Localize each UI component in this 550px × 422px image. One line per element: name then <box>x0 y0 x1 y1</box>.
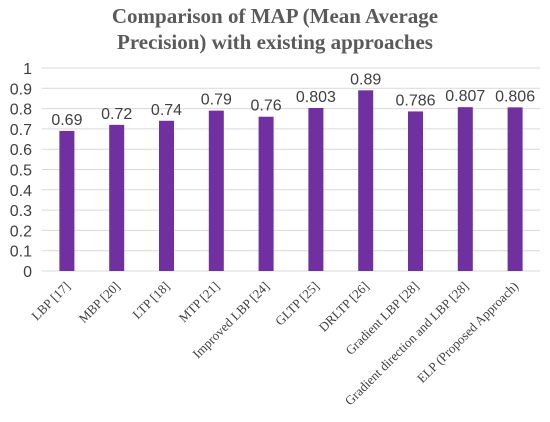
x-category-label: GLTP [25] <box>272 279 322 329</box>
x-axis-category-labels: LBP [17] MBP [20] LTP [18] MTP [21]Improved… <box>28 279 521 409</box>
bar <box>358 90 374 271</box>
bar <box>308 107 324 271</box>
y-tick-label: 0.7 <box>10 122 32 139</box>
y-tick-label: 0.3 <box>10 203 32 220</box>
chart-title-line-1: Comparison of MAP (Mean Average <box>111 4 439 28</box>
data-label: 0.89 <box>350 71 381 88</box>
y-tick-label: 0.5 <box>10 163 32 180</box>
y-tick-label: 0 <box>23 264 32 281</box>
bar <box>208 110 224 271</box>
y-tick-label: 1 <box>23 61 32 78</box>
y-tick-label: 0.6 <box>10 142 32 159</box>
data-label: 0.807 <box>445 88 485 105</box>
x-category-label: LTP [18] <box>129 279 172 322</box>
x-category-label: LBP [17] <box>28 279 73 324</box>
bar <box>59 130 75 271</box>
y-tick-label: 0.1 <box>10 244 32 261</box>
bar <box>159 120 174 271</box>
chart-title: Comparison of MAP (Mean Average Precisio… <box>0 3 550 55</box>
x-category-label: ELP (Proposed Approach) <box>414 279 521 386</box>
data-label: 0.72 <box>101 106 132 123</box>
chart-title-line-2: Precision) with existing approaches <box>117 30 433 54</box>
data-label: 0.806 <box>495 88 535 105</box>
x-category-label: MTP [21] <box>176 279 223 326</box>
y-tick-label: 0.4 <box>10 183 32 200</box>
y-tick-label: 0.8 <box>10 102 32 119</box>
gridlines <box>42 67 540 272</box>
y-tick-label: 0.9 <box>10 81 32 98</box>
data-labels: 0.69 0.72 0.74 0.79 0.76 0.803 0.89 0.786 0.807 0… <box>51 71 535 129</box>
data-label: 0.76 <box>251 98 282 115</box>
data-label: 0.69 <box>51 112 82 129</box>
data-label: 0.803 <box>296 89 336 106</box>
x-category-label: MBP [20] <box>76 279 123 326</box>
data-label: 0.786 <box>395 92 435 109</box>
y-tick-label: 0.2 <box>10 223 32 240</box>
bar <box>258 116 274 271</box>
data-label: 0.74 <box>151 102 182 119</box>
bar <box>507 107 523 272</box>
bars <box>59 90 523 272</box>
data-label: 0.79 <box>201 92 232 109</box>
bar <box>109 124 125 271</box>
y-axis-tick-labels: 0 0.1 0.2 0.3 0.4 0.5 0.6 0.7 0.8 0.9 1 <box>10 61 32 281</box>
bar <box>457 107 473 271</box>
bar <box>408 111 423 271</box>
